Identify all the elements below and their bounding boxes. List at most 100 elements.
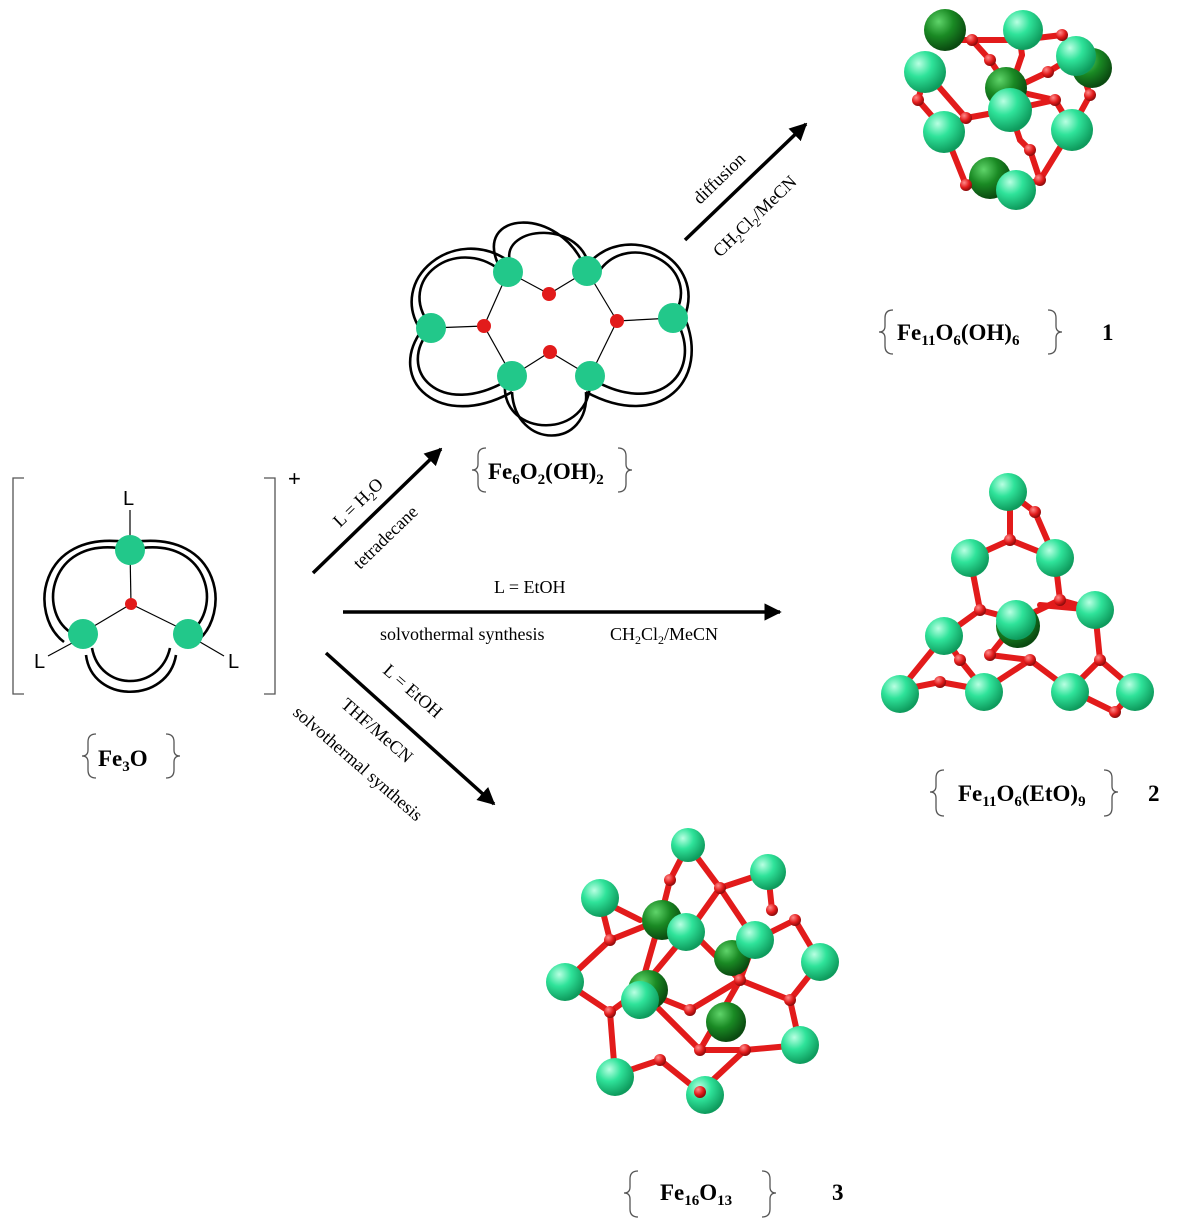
oxygen-atom [654,1054,666,1066]
right-square-bracket [264,477,276,695]
oxygen-atom [477,319,491,333]
fe-atom [736,921,774,959]
ligand-label-top: L [123,488,134,510]
caption-brace-left [81,733,97,779]
fe3o-complex: + L L L Fe3O [12,466,301,779]
oxygen-atom [542,287,556,301]
oxygen-atom [912,94,924,106]
fe-atom [965,673,1003,711]
fe-atom [1036,539,1074,577]
fe-atom [572,256,602,286]
fe-atom [951,539,989,577]
fe-atom [925,617,963,655]
arrow-diffusion-label-top: diffusion [689,149,749,208]
caption-brace-left [929,769,945,817]
fe-atom [115,535,145,565]
charge-label: + [288,466,301,491]
oxygen-atom [966,34,978,46]
oxygen-atom [664,874,676,886]
oxygen-atom [960,179,972,191]
fe-atom [596,1058,634,1096]
fe-atom-dark [706,1002,746,1042]
fe-atom [1051,109,1093,151]
caption-brace-left [623,1170,639,1218]
oxygen-atom [1042,66,1054,78]
fe-atom [68,619,98,649]
arrow-ethanol-2: L = EtOH solvothermal synthesis CH2Cl2/M… [343,577,782,647]
oxygen-atom [984,649,996,661]
caption-brace-right [761,1170,777,1218]
fe-atom [881,675,919,713]
oxygen-atom [960,112,972,124]
oxygen-atom [684,1004,696,1016]
product-3-caption: Fe16O13 3 [623,1170,844,1218]
product-3-structure [546,828,839,1114]
fe-atom [667,913,705,951]
oxygen-atom [1094,654,1106,666]
fe-atom-dark [924,9,966,51]
arrow-ethanol-3-label-top: L = EtOH [379,660,446,722]
ligand-label-right: L [228,651,239,673]
oxygen-atom [1004,534,1016,546]
fe-atom [173,619,203,649]
fe-atom [801,943,839,981]
oxygen-atom [739,1044,751,1056]
fe-atom [658,303,688,333]
oxygen-atom [1056,29,1068,41]
fe-atom [1051,673,1089,711]
oxygen-atom [974,604,986,616]
arrow-ethanol-2-label-top: L = EtOH [494,577,565,597]
fe-atom [581,879,619,917]
oxygen-atom [125,598,137,610]
arrow-diffusion: diffusion CH2Cl2/MeCN [683,122,808,261]
fe-atom [996,600,1036,640]
arrow-ethanol-3: L = EtOH THF/MeCN solvothermal synthesis [289,651,496,825]
oxygen-atom [954,654,966,666]
oxygen-atom [734,974,746,986]
product-3-formula: Fe16O13 [660,1180,732,1209]
oxygen-atom [714,882,726,894]
product-1-formula: Fe11O6(OH)6 [897,320,1020,349]
product-2-number: 2 [1148,781,1160,806]
fe-atom [1076,591,1114,629]
oxygen-atom [1029,506,1041,518]
caption-brace-right [617,447,633,493]
oxygen-atom [610,314,624,328]
caption-brace-right [1103,769,1119,817]
arrow-water: L = H2O tetradecane [311,447,443,575]
fe-atom [621,981,659,1019]
fe6-intermediate: Fe6O2(OH)2 [408,221,693,493]
product-1-structure [904,9,1112,210]
left-square-bracket [12,477,24,695]
oxygen-atom [1034,174,1046,186]
oxygen-atom [1049,94,1061,106]
fe-atom [989,473,1027,511]
oxygen-atom [604,1006,616,1018]
ligand-label-left: L [34,651,45,673]
oxygen-atom [789,914,801,926]
arrow-ethanol-2-label-solvent: CH2Cl2/MeCN [610,624,718,647]
fe-atom [546,963,584,1001]
oxygen-atom [1024,144,1036,156]
product-2-formula: Fe11O6(EtO)9 [958,781,1086,810]
fe-atom [671,828,705,862]
fe6-caption: Fe6O2(OH)2 [488,459,604,488]
fe-atom [1116,673,1154,711]
fe-atom [988,88,1032,132]
caption-brace-right [165,733,181,779]
fe-atom [996,170,1036,210]
oxygen-atom [934,676,946,688]
product-3-number: 3 [832,1180,844,1205]
fe3o-caption: Fe3O [98,746,148,775]
product-1-number: 1 [1102,320,1114,345]
product-1-caption: Fe11O6(OH)6 1 [878,309,1114,355]
oxygen-atom [784,994,796,1006]
fe-atom [1003,10,1043,50]
fe-atom [493,257,523,287]
fe-atom [904,51,946,93]
oxygen-atom [766,904,778,916]
fe-atom [497,361,527,391]
fe-atom [416,313,446,343]
fe-atom [750,854,786,890]
